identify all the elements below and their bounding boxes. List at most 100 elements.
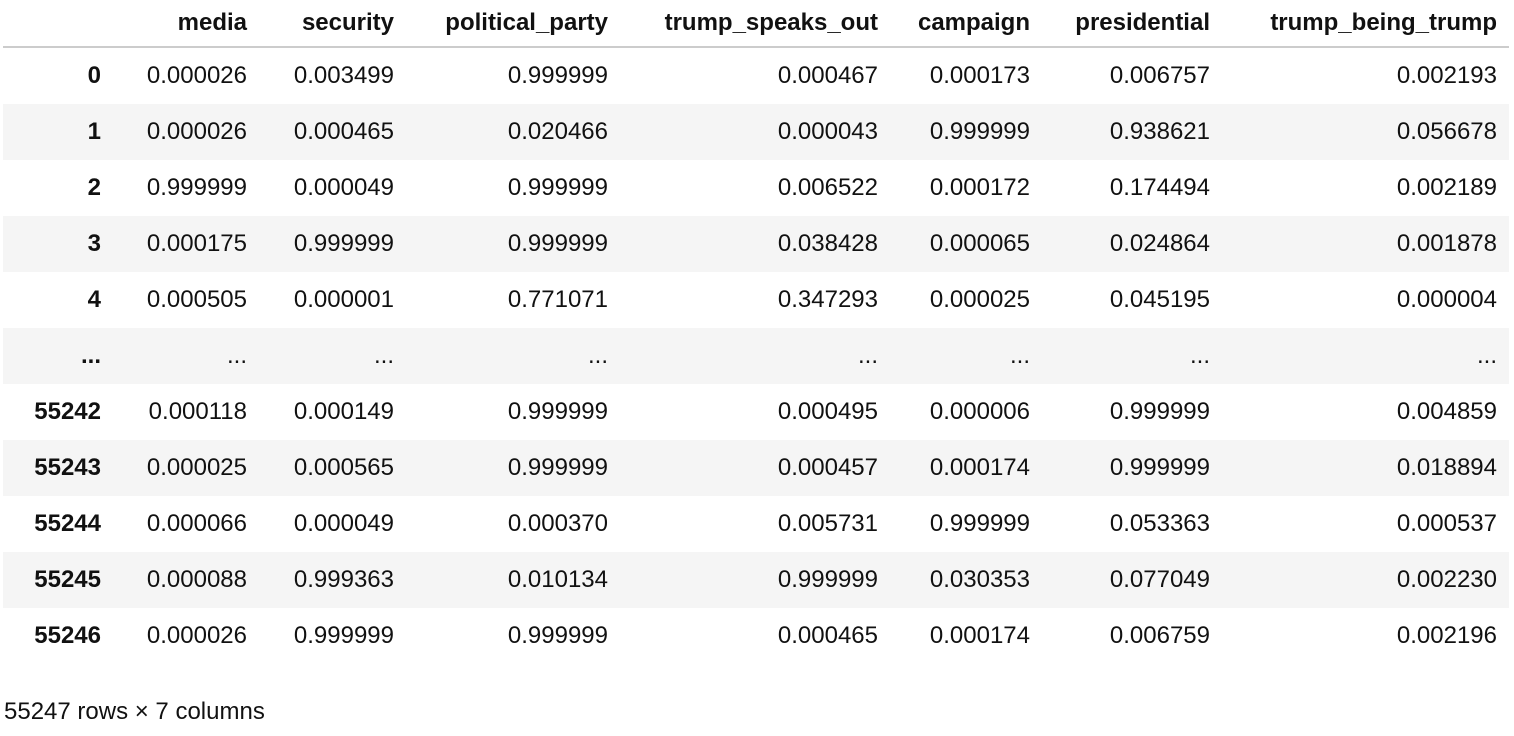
cell: 0.056678 [1396, 118, 1497, 145]
cell: ... [226, 342, 247, 369]
cell: 0.000175 [146, 230, 247, 257]
table-row: 55243 0.000025 0.000565 0.999999 0.000457 0.0… [3, 440, 1509, 496]
cell: 0.999999 [1109, 454, 1210, 481]
cell: 0.000457 [777, 454, 878, 481]
cell: 0.002189 [1396, 174, 1497, 201]
table-row: 1 0.000026 0.000465 0.020466 0.000043 0.99999… [3, 104, 1509, 160]
table-row: 55242 0.000118 0.000149 0.999999 0.000495 0.0… [3, 384, 1509, 440]
cell: 0.000149 [293, 398, 394, 425]
cell: 0.999999 [507, 230, 608, 257]
cell: 0.000537 [1396, 510, 1497, 537]
cell: 0.999999 [507, 174, 608, 201]
row-index: 55246 [34, 622, 101, 649]
table-row: 3 0.000175 0.999999 0.999999 0.038428 0.00006… [3, 216, 1509, 272]
cell: 0.999999 [929, 118, 1030, 145]
cell: 0.000026 [146, 622, 247, 649]
cell: 0.000049 [293, 174, 394, 201]
column-header: political_party [406, 0, 620, 48]
cell: 0.006522 [777, 174, 878, 201]
cell: 0.000004 [1396, 286, 1497, 313]
cell: 0.005731 [777, 510, 878, 537]
cell: 0.000467 [777, 62, 878, 89]
cell: 0.000066 [146, 510, 247, 537]
cell: 0.000025 [929, 286, 1030, 313]
cell: 0.077049 [1109, 566, 1210, 593]
cell: 0.000006 [929, 398, 1030, 425]
cell: 0.000026 [146, 62, 247, 89]
cell: 0.024864 [1109, 230, 1210, 257]
cell: 0.020466 [507, 118, 608, 145]
index-header [3, 0, 113, 48]
cell: 0.999999 [507, 62, 608, 89]
cell: 0.000172 [929, 174, 1030, 201]
cell: ... [373, 342, 394, 369]
cell: 0.999363 [293, 566, 394, 593]
column-header: campaign [890, 0, 1042, 48]
row-index: 55242 [34, 398, 101, 425]
cell: 0.000173 [929, 62, 1030, 89]
cell: 0.045195 [1109, 286, 1210, 313]
table-row: 55246 0.000026 0.999999 0.999999 0.000465 0.0… [3, 608, 1509, 664]
cell: 0.000174 [929, 622, 1030, 649]
cell: 0.002193 [1396, 62, 1497, 89]
cell: 0.999999 [507, 398, 608, 425]
cell: 0.000025 [146, 454, 247, 481]
row-index: 55243 [34, 454, 101, 481]
row-index: 1 [87, 118, 101, 145]
cell: 0.002230 [1396, 566, 1497, 593]
cell: 0.347293 [777, 286, 878, 313]
cell: ... [857, 342, 878, 369]
row-index: 55244 [34, 510, 101, 537]
cell: ... [1476, 342, 1497, 369]
cell: 0.000174 [929, 454, 1030, 481]
table-row: 0 0.000026 0.003499 0.999999 0.000467 0.00017… [3, 47, 1509, 104]
cell: 0.000049 [293, 510, 394, 537]
column-header: trump_being_trump [1222, 0, 1509, 48]
column-header: security [259, 0, 406, 48]
row-index: 0 [87, 62, 101, 89]
column-header: trump_speaks_out [620, 0, 890, 48]
cell: 0.053363 [1109, 510, 1210, 537]
cell: 0.010134 [507, 566, 608, 593]
cell: 0.000565 [293, 454, 394, 481]
column-header: presidential [1042, 0, 1222, 48]
cell: 0.000001 [293, 286, 394, 313]
row-index: 3 [87, 230, 101, 257]
cell: 0.003499 [293, 62, 394, 89]
table-header: media security political_party trump_speaks… [3, 0, 1509, 48]
column-header: media [113, 0, 259, 48]
table-body: 0 0.000026 0.003499 0.999999 0.000467 0.00017… [3, 47, 1509, 664]
cell: 0.999999 [929, 510, 1030, 537]
cell: ... [1009, 342, 1030, 369]
row-index: 4 [87, 286, 101, 313]
cell: 0.038428 [777, 230, 878, 257]
dataframe-table: media security political_party trump_speaks… [3, 0, 1509, 664]
cell: 0.000118 [148, 398, 247, 425]
cell: 0.999999 [1109, 398, 1210, 425]
cell: 0.006759 [1109, 622, 1210, 649]
row-index: ... [80, 342, 101, 369]
cell: 0.006757 [1109, 62, 1210, 89]
cell: 0.004859 [1396, 398, 1497, 425]
table-row: 4 0.000505 0.000001 0.771071 0.347293 0.00002… [3, 272, 1509, 328]
cell: 0.999999 [146, 174, 247, 201]
cell: 0.000370 [507, 510, 608, 537]
cell: 0.030353 [929, 566, 1030, 593]
cell: 0.999999 [507, 622, 608, 649]
cell: 0.002196 [1396, 622, 1497, 649]
cell: 0.174494 [1109, 174, 1210, 201]
table-row: 55244 0.000066 0.000049 0.000370 0.005731 0.9… [3, 496, 1509, 552]
cell: 0.000495 [777, 398, 878, 425]
cell: 0.000505 [146, 286, 247, 313]
cell: 0.000026 [146, 118, 247, 145]
cell: 0.000088 [146, 566, 247, 593]
row-index: 55245 [34, 566, 101, 593]
cell: 0.000465 [777, 622, 878, 649]
cell: 0.018894 [1396, 454, 1497, 481]
table-row: 55245 0.000088 0.999363 0.010134 0.999999 0.0… [3, 552, 1509, 608]
cell: 0.999999 [293, 230, 394, 257]
header-row: media security political_party trump_speaks… [3, 0, 1509, 48]
shape-summary: 55247 rows × 7 columns [4, 698, 265, 725]
cell: 0.999999 [777, 566, 878, 593]
